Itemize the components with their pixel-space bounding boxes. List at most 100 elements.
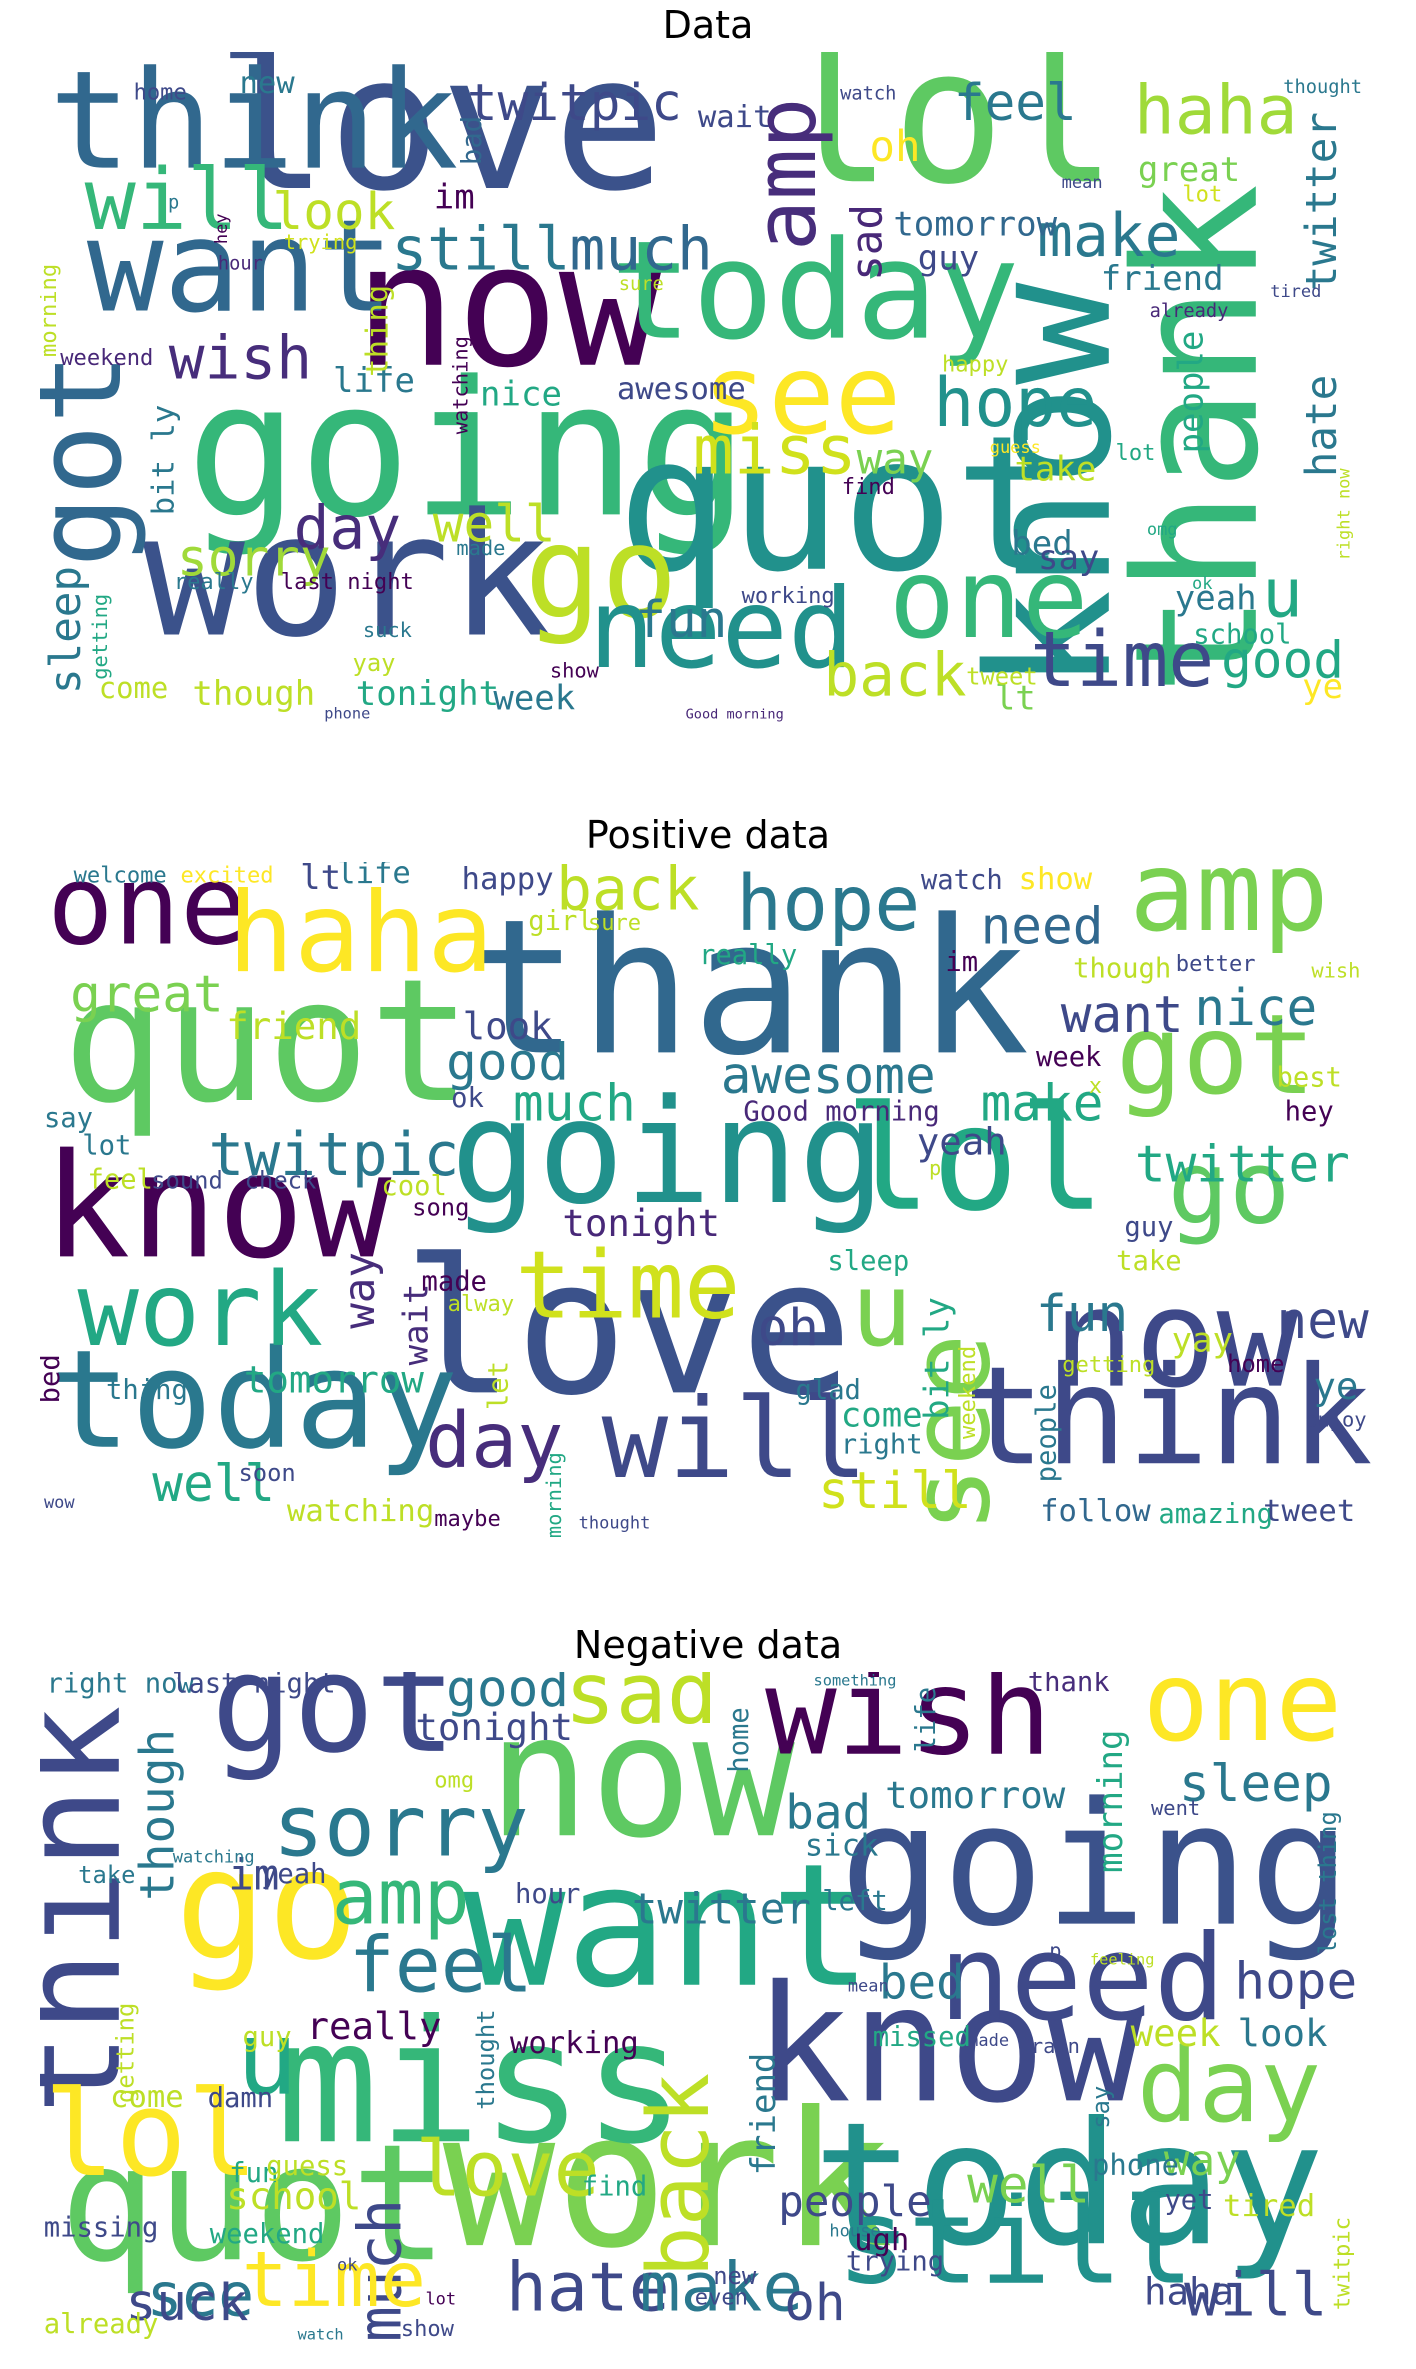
word-hour: hour [218, 254, 263, 275]
word-fun: fun [1036, 1285, 1128, 1344]
word-twitpic: twitpic [467, 74, 682, 133]
word-back: back [556, 862, 699, 925]
word-getting: getting [1062, 1352, 1155, 1378]
word-school: school [1193, 620, 1291, 651]
word-well: well [967, 2156, 1090, 2215]
word-day: day [425, 1397, 563, 1486]
word-will: will [85, 151, 290, 250]
word-morning: morning [40, 264, 62, 357]
word-morning: morning [1091, 1730, 1131, 1873]
word-tired: tired [1270, 282, 1321, 302]
word-going: going [186, 341, 749, 559]
word-home: home [134, 80, 187, 106]
word-sure: sure [619, 274, 664, 295]
word-well: well [152, 1455, 275, 1514]
word-made: made [421, 1266, 486, 1297]
word-sad: sad [844, 204, 893, 281]
word-tonight: tonight [415, 1705, 573, 1749]
word-quot: quot [616, 396, 1066, 614]
wordcloud-panel-positive: Positive data thank love quot going lol know t… [0, 810, 1416, 1570]
word-already: already [44, 2309, 159, 2340]
word-love: love [403, 1219, 853, 1437]
wordcloud-panel-negative: Negative data work miss want now going know to… [0, 1620, 1416, 2369]
word-people: people [1031, 1384, 1062, 1482]
word-wait: wait [698, 100, 772, 135]
word-sound: sound [151, 1166, 223, 1194]
word-love: love [216, 52, 666, 233]
word-good-morning: Good morning [686, 706, 784, 722]
word-find: find [582, 2172, 647, 2203]
word-made: made [456, 536, 505, 560]
word-way: way [857, 436, 934, 485]
word-twitter: twitter [632, 1886, 811, 1935]
word-life: life [911, 1687, 942, 1752]
word-amp: amp [332, 1854, 470, 1943]
word-see: see [147, 2261, 254, 2330]
word-p: p [1049, 1939, 1061, 1963]
word-today: today [813, 2086, 1325, 2284]
word-guy: guy [918, 239, 979, 279]
word-wish: wish [1311, 959, 1360, 983]
word-good: good [1221, 632, 1344, 691]
word-life: life [333, 361, 415, 401]
word-want: want [87, 193, 394, 341]
word-p: p [929, 1156, 941, 1180]
word-something: something [814, 1672, 897, 1690]
word-hey: hey [212, 213, 232, 244]
word-amp: amp [737, 98, 836, 252]
word-made: made [968, 2031, 1009, 2051]
word-one: one [1143, 1672, 1343, 1767]
word-hope: hope [736, 862, 920, 949]
word-today: today [610, 213, 1019, 371]
word-will: will [602, 1375, 868, 1504]
word-new: new [239, 66, 295, 101]
word-thank: thank [1028, 1672, 1110, 1698]
word-though: though [192, 674, 315, 714]
word-come: come [110, 2080, 184, 2115]
word-getting: getting [88, 594, 112, 680]
word-need: need [939, 1910, 1226, 2048]
word-ok: ok [451, 1083, 484, 1114]
word-need: need [588, 565, 854, 694]
word-alway: alway [448, 1291, 515, 1317]
word-bad: bad [457, 116, 488, 165]
word-much: much [347, 2199, 416, 2342]
word-im: im [945, 947, 978, 978]
word-see: see [887, 1333, 1016, 1533]
word-watching: watching [287, 1494, 434, 1529]
word-much: much [570, 216, 713, 285]
word-time: time [1030, 616, 1214, 705]
word-still: still [836, 2174, 1194, 2312]
word-soon: soon [238, 1459, 295, 1487]
word-damn: damn [208, 2083, 273, 2114]
word-sick: sick [805, 1829, 879, 1864]
word-say: say [1087, 2086, 1115, 2129]
word-home: home [1227, 1350, 1284, 1378]
word-fun: fun [229, 2158, 278, 2189]
word-quot: quot [62, 943, 471, 1141]
word-tomorrow: tomorrow [893, 205, 1057, 245]
word-phone: phone [1092, 2148, 1179, 2182]
word-yay: yay [1172, 1321, 1233, 1361]
word-bed: bed [879, 1955, 965, 2010]
word-sad: sad [564, 1672, 718, 1744]
word-tomorrow: tomorrow [885, 1773, 1066, 1817]
word-got: got [40, 353, 149, 568]
word-weekend: weekend [955, 1346, 981, 1439]
word-go: go [524, 499, 678, 647]
word-lot: lot [1182, 182, 1222, 208]
word-want: want [1061, 986, 1184, 1045]
word-people: people [778, 2178, 932, 2227]
word-say: say [1038, 538, 1099, 578]
word-week: week [1131, 2011, 1221, 2055]
word-thing: thing [360, 285, 395, 377]
word-take: take [1014, 449, 1096, 489]
panel-title: Negative data [573, 1623, 843, 1667]
word-feel: feel [954, 74, 1077, 133]
word-back: back [630, 2073, 729, 2278]
word-right-now: right now [47, 1672, 195, 1699]
word-lost-thing: lost thing [1314, 1811, 1342, 1954]
word-haha: haha [1134, 72, 1298, 151]
word-getting: getting [112, 2003, 140, 2103]
